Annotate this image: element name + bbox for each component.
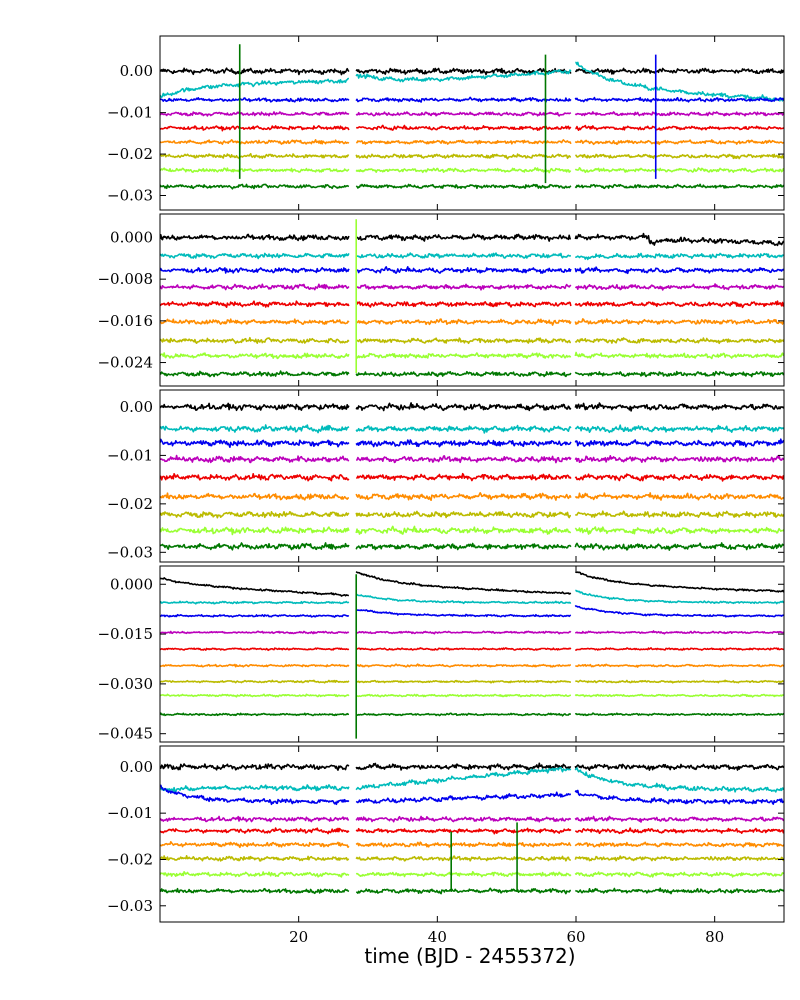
series-line [160, 283, 784, 291]
series-line [160, 663, 784, 668]
axes-frame [159, 213, 785, 387]
y-tick-label: −0.045 [97, 725, 153, 743]
series-line [160, 183, 784, 190]
series-line [160, 152, 784, 160]
axes-frame [159, 745, 785, 923]
series-line [160, 492, 784, 501]
x-tick-label: 40 [428, 928, 447, 946]
panel-1: 0.00 −0.01 −0.02 −0.03 [107, 35, 785, 211]
series-line [160, 252, 784, 261]
series-line [160, 762, 784, 771]
series-line [160, 887, 784, 895]
series-line [160, 318, 784, 326]
series-line [160, 351, 784, 360]
series-line [160, 815, 784, 823]
series-line [160, 855, 784, 862]
series-line [160, 67, 784, 76]
series-line [160, 300, 784, 309]
x-tick-label: 20 [289, 928, 308, 946]
series-line [160, 438, 784, 448]
y-tick-label: −0.024 [97, 354, 153, 372]
series-line [160, 266, 784, 275]
series-line [160, 167, 784, 174]
series-line [160, 232, 784, 247]
plot-area [160, 762, 784, 895]
y-tick-label: −0.02 [107, 145, 153, 163]
series-line [160, 96, 784, 103]
y-tick-label: 0.00 [120, 758, 153, 776]
x-axis-label: time (BJD - 2455372) [364, 944, 575, 968]
series-line [160, 871, 784, 878]
y-tick-label: −0.02 [107, 850, 153, 868]
panel-2: 0.000 −0.008 −0.016 −0.024 [97, 213, 785, 387]
y-tick-label: −0.02 [107, 495, 153, 513]
panel-4: 0.000 −0.015 −0.030 −0.045 [97, 565, 785, 743]
series-line [160, 370, 784, 378]
y-tick-label: −0.015 [97, 625, 153, 643]
series-line [160, 712, 784, 717]
y-tick-label: −0.03 [107, 897, 153, 915]
series-line [160, 693, 784, 698]
y-tick-label: 0.000 [110, 575, 153, 593]
y-tick-label: −0.03 [107, 543, 153, 561]
y-tick-label: −0.008 [97, 270, 153, 288]
panel-5: 0.00 −0.01 −0.02 −0.03 20 40 60 80 [107, 745, 785, 946]
y-tick-label: 0.000 [110, 228, 153, 246]
y-tick-label: −0.016 [97, 312, 153, 330]
y-tick-label: −0.03 [107, 187, 153, 205]
y-tick-label: −0.01 [107, 446, 153, 464]
series-line [160, 139, 784, 146]
plot-area [160, 402, 784, 551]
series-line [160, 589, 784, 605]
series-line [160, 827, 784, 835]
plot-area [160, 219, 784, 378]
x-tick-label: 80 [705, 928, 724, 946]
series-line [160, 630, 784, 635]
plot-area [160, 44, 784, 190]
series-line [160, 472, 784, 482]
series-line [160, 542, 784, 551]
y-tick-label: 0.00 [120, 398, 153, 416]
series-line [160, 111, 784, 117]
series-line [160, 766, 784, 793]
axes-frame [159, 565, 785, 743]
y-tick-label: −0.01 [107, 804, 153, 822]
series-line [160, 424, 784, 434]
series-line [160, 402, 784, 412]
series-line [160, 336, 784, 345]
series-line [160, 604, 784, 618]
plot-area [160, 571, 784, 739]
series-line [160, 679, 784, 684]
panel-3: 0.00 −0.01 −0.02 −0.03 [107, 389, 785, 563]
series-line [160, 841, 784, 849]
y-tick-label: 0.00 [120, 62, 153, 80]
axes-frame [159, 35, 785, 211]
axes-frame [159, 389, 785, 563]
series-line [160, 510, 784, 519]
series-line [160, 454, 784, 464]
series-line [160, 647, 784, 652]
series-line [160, 525, 784, 536]
y-tick-label: −0.030 [97, 675, 153, 693]
series-line [160, 124, 784, 132]
series-line [160, 61, 784, 102]
series-line [160, 784, 784, 806]
y-tick-label: −0.01 [107, 104, 153, 122]
x-tick-label: 60 [566, 928, 585, 946]
series-line [160, 571, 784, 597]
